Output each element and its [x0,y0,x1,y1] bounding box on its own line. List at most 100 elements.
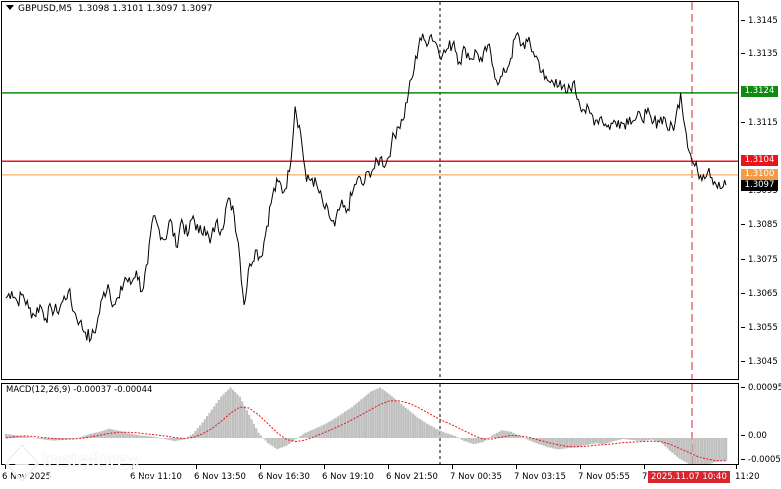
macd-histogram-bar [156,437,160,438]
macd-histogram-bar [208,412,211,438]
macd-histogram-bar [369,391,372,438]
macd-histogram-bar [142,435,146,438]
macd-histogram-bar [491,435,494,438]
macd-histogram-bar [605,438,608,444]
macd-histogram-bar [98,431,101,438]
macd-histogram-bar [126,432,129,438]
macd-histogram-bar [33,438,36,439]
macd-histogram-bar [72,438,75,439]
macd-histogram-bar [498,431,501,438]
macd-histogram-bar [472,438,475,445]
macd-histogram-bar [135,434,139,438]
macd-histogram-bar [647,438,651,440]
macd-histogram-bar [217,400,220,438]
current-price-tag: 1.3097 [741,180,778,191]
time-axis-label: 6 Nov 19:10 [322,472,374,482]
macd-histogram-bar [82,436,85,438]
macd-histogram-bar [554,438,557,449]
price-axis-label: 1.3145 [741,16,778,27]
macd-histogram-bar [570,438,573,448]
macd-histogram-bar [189,435,192,438]
dropdown-triangle-icon[interactable] [6,5,14,10]
macd-histogram-bar [446,433,449,438]
macd-histogram-bar [149,436,153,438]
macd-histogram-bar [100,431,103,438]
macd-histogram-bar [54,438,57,441]
macd-histogram-bar [117,430,120,438]
macd-histogram-bar [704,438,707,464]
macd-histogram-bar [96,432,99,438]
macd-histogram-bar [638,438,641,441]
macd-histogram-bar [152,436,155,438]
macd-histogram-bar [591,438,594,444]
macd-histogram-bar [173,438,176,442]
macd-histogram-bar [245,410,248,438]
macd-histogram-bar [573,438,576,448]
macd-histogram-bar [252,423,255,438]
macd-histogram-bar [718,438,721,462]
macd-histogram-bar [318,426,321,438]
macd-histogram-bar [580,438,583,447]
macd-histogram-bar [706,438,709,464]
macd-histogram-bar [502,430,506,438]
macd-indicator-pane[interactable] [1,383,739,465]
macd-histogram-bar [526,438,529,440]
macd-histogram-bar [243,405,246,438]
macd-histogram-bar [643,438,646,441]
macd-histogram-bar [201,422,204,438]
macd-histogram-bar [236,394,239,438]
macd-histogram-bar [358,401,361,439]
macd-histogram-bar [460,438,463,440]
macd-histogram-bar [701,438,704,464]
watermark-tagline: Instant Forex Trading [48,473,152,485]
time-axis-label: 7 [642,472,648,482]
macd-histogram-bar [346,410,349,438]
macd-histogram-bar [524,438,527,439]
macd-histogram-bar [713,438,716,463]
macd-histogram-bar [608,438,611,443]
macd-histogram-bar [362,397,365,438]
macd-histogram-bar [687,438,690,464]
macd-histogram-bar [509,431,513,438]
macd-histogram-bar [26,436,29,438]
macd-histogram-bar [467,438,471,443]
macd-histogram-bar [425,423,428,438]
macd-histogram-bar [308,430,312,438]
macd-histogram-bar [187,436,190,438]
macd-histogram-bar [652,438,655,441]
macd-histogram-bar [474,438,478,444]
macd-histogram-bar [488,437,492,438]
macd-histogram-bar [185,438,188,439]
macd-histogram-bar [70,438,73,439]
macd-histogram-bar [131,433,134,438]
macd-histogram-bar [505,431,508,438]
macd-histogram-bar [696,438,700,464]
macd-histogram-bar [659,438,662,443]
macd-histogram-bar [154,437,157,438]
macd-histogram-bar [266,438,269,444]
macd-histogram-bar [381,389,384,438]
macd-histogram-bar [402,405,405,438]
macd-histogram-bar [615,438,618,441]
macd-histogram-bar [355,403,358,438]
macd-histogram-bar [661,438,665,445]
macd-histogram-bar [414,415,417,438]
macd-histogram-bar [84,435,87,438]
macd-histogram-bar [393,398,396,438]
macd-histogram-bar [519,435,522,438]
macd-histogram-bar [395,400,398,438]
macd-histogram-bar [407,409,410,438]
instaforex-logo-icon [4,443,40,483]
macd-axis-label: 0.00 [741,431,767,442]
macd-axis-label: 0.00095 [741,383,781,394]
macd-histogram-bar [140,435,143,438]
macd-title: MACD(12,26,9) -0.00037 -0.00044 [6,385,153,395]
macd-histogram-bar [449,434,452,438]
macd-histogram-bar [388,394,391,438]
macd-axis-label: -0.00055 [741,455,781,466]
macd-histogram-bar [568,438,571,449]
macd-histogram-bar [234,392,237,438]
price-chart-pane[interactable] [1,1,739,380]
macd-histogram-bar [636,438,639,441]
